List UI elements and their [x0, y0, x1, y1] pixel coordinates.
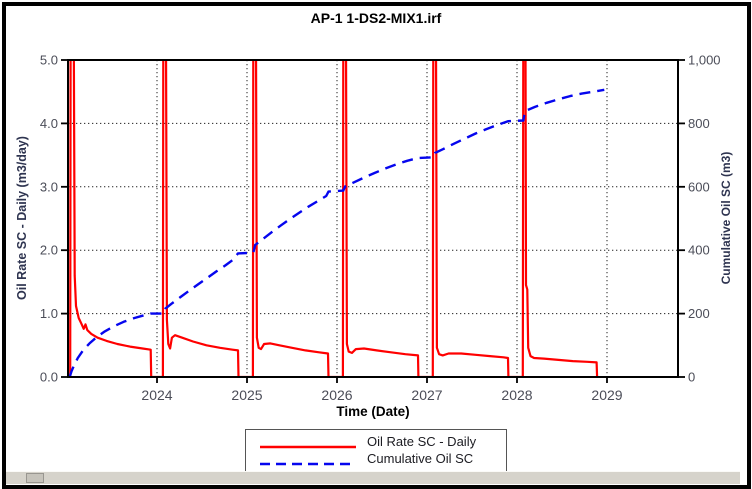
svg-text:2029: 2029: [591, 387, 622, 403]
svg-text:3.0: 3.0: [40, 179, 58, 194]
x-axis-label: Time (Date): [336, 404, 410, 419]
legend-label-oil-rate: Oil Rate SC - Daily: [367, 434, 477, 449]
horizontal-scrollbar[interactable]: [6, 471, 740, 484]
scrollbar-thumb[interactable]: [26, 473, 44, 483]
svg-text:2024: 2024: [141, 387, 172, 403]
svg-text:5.0: 5.0: [40, 53, 58, 68]
svg-text:2026: 2026: [321, 387, 352, 403]
svg-text:0: 0: [688, 370, 695, 385]
legend-label-cumulative-oil: Cumulative Oil SC: [367, 451, 474, 466]
legend-swatch-oil-rate-line: [258, 438, 358, 448]
legend-item-oil-rate: Oil Rate SC - Daily: [258, 433, 506, 450]
chart-title: AP-1 1-DS2-MIX1.irf: [310, 10, 442, 26]
svg-text:0.0: 0.0: [40, 370, 58, 385]
svg-text:2027: 2027: [411, 387, 442, 403]
svg-text:4.0: 4.0: [40, 116, 58, 131]
svg-text:1.0: 1.0: [40, 306, 58, 321]
y-left-axis-label: Oil Rate SC - Daily (m3/day): [15, 136, 29, 300]
y-right-axis-label: Cumulative Oil SC (m3): [719, 151, 733, 285]
svg-text:200: 200: [688, 306, 710, 321]
svg-text:800: 800: [688, 116, 710, 131]
legend-item-cumulative-oil: Cumulative Oil SC: [258, 450, 506, 467]
svg-text:400: 400: [688, 243, 710, 258]
svg-text:2025: 2025: [231, 387, 262, 403]
legend: Oil Rate SC - Daily Cumulative Oil SC: [245, 429, 507, 472]
svg-text:600: 600: [688, 179, 710, 194]
svg-text:2028: 2028: [501, 387, 532, 403]
legend-swatch-cumulative-line: [258, 455, 358, 465]
svg-text:1,000: 1,000: [688, 53, 721, 68]
svg-text:2.0: 2.0: [40, 243, 58, 258]
chart-plot-area: 2024 2025 2026 2027 2028 2029 0.0 1.0 2.0 3.0 4.0 5…: [40, 53, 721, 404]
